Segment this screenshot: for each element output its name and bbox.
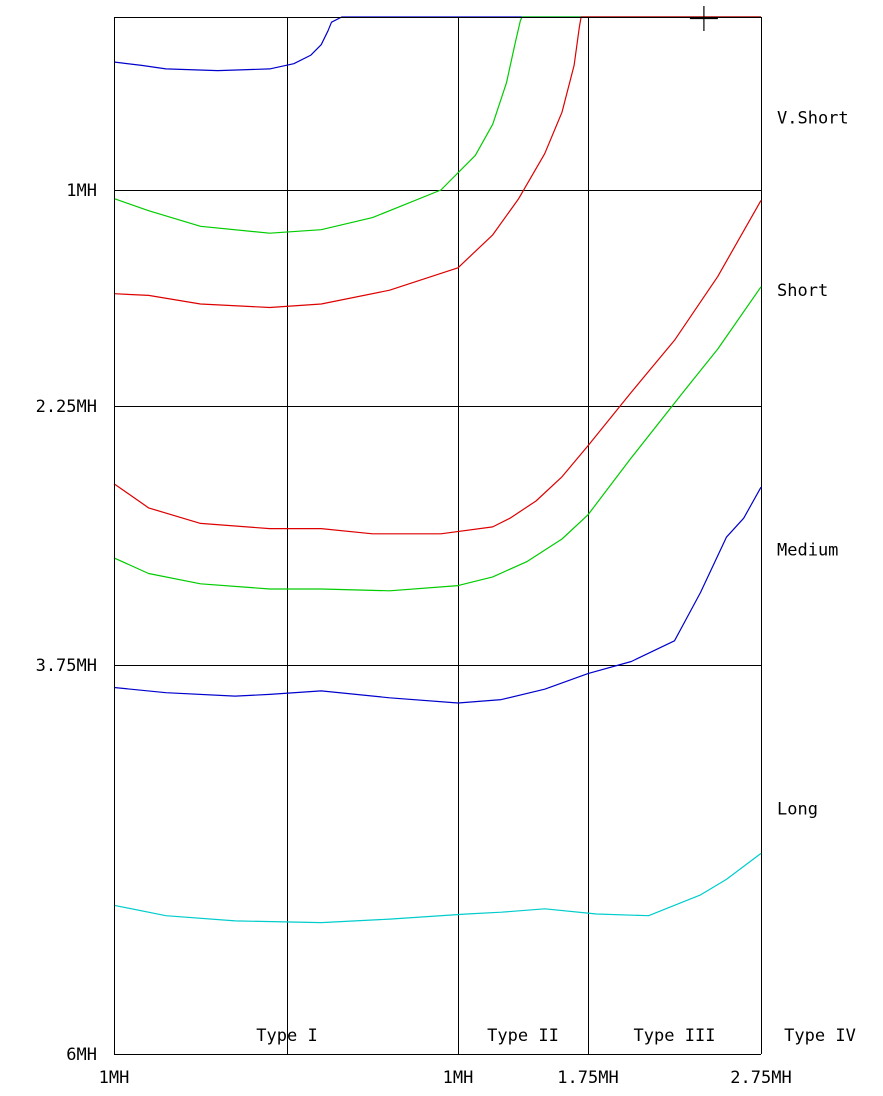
row-label: Long xyxy=(777,799,818,819)
column-label: Type III xyxy=(634,1026,716,1046)
column-labels: Type I Type II Type III Type IV xyxy=(256,1026,856,1046)
y-tick-label: 1MH xyxy=(66,181,97,201)
series-line-3 xyxy=(113,16,761,309)
y-tick-label: 2.25MH xyxy=(36,397,97,417)
grid-lines xyxy=(114,17,762,1054)
row-label: Short xyxy=(777,281,828,301)
series-line-7 xyxy=(113,852,762,924)
x-tick-label: 1.75MH xyxy=(557,1068,618,1088)
column-label: Type II xyxy=(487,1026,559,1046)
column-label: Type IV xyxy=(784,1026,856,1046)
row-label: V.Short xyxy=(777,108,849,128)
column-label: Type I xyxy=(256,1026,317,1046)
x-tick-label: 1MH xyxy=(99,1068,130,1088)
plot-frame xyxy=(114,17,761,1055)
series-line-2 xyxy=(113,16,761,234)
y-tick-label: 6MH xyxy=(66,1045,97,1065)
x-tick-label: 2.75MH xyxy=(730,1068,791,1088)
row-label: Medium xyxy=(777,540,838,560)
row-labels: V.Short Short Medium Long xyxy=(777,108,849,819)
y-tick-labels: 1MH 2.25MH 3.75MH 6MH xyxy=(36,181,97,1065)
crosshair-cursor xyxy=(689,6,718,31)
x-tick-labels: 1MH 1MH 1.75MH 2.75MH xyxy=(99,1068,792,1088)
series-line-1 xyxy=(113,16,761,72)
series-line-6 xyxy=(113,486,762,704)
series-line-5 xyxy=(113,286,762,592)
series-line-4 xyxy=(113,200,762,535)
x-tick-label: 1MH xyxy=(443,1068,474,1088)
y-tick-label: 3.75MH xyxy=(36,656,97,676)
series-layer xyxy=(113,16,762,924)
